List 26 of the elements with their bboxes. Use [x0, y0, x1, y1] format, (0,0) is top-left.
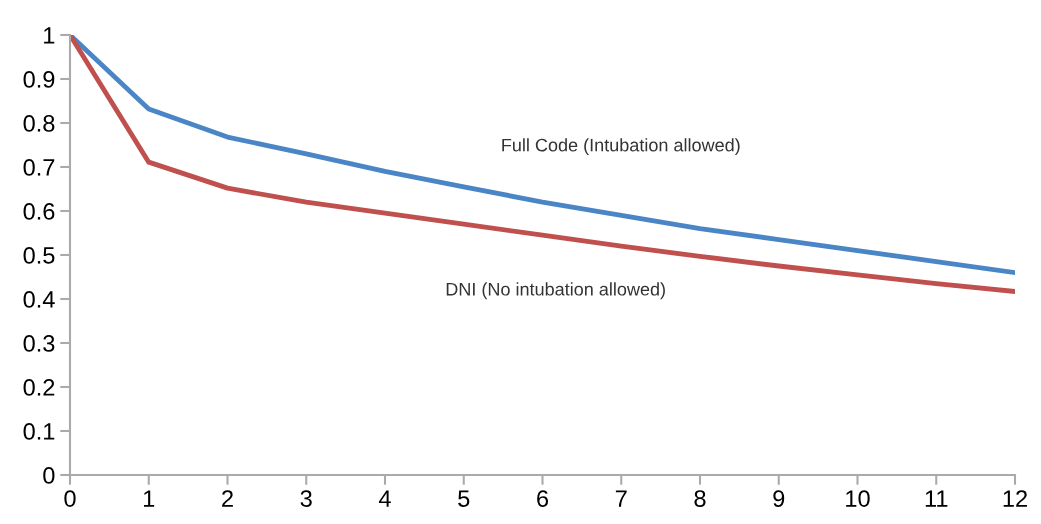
x-tick-label: 0 — [64, 490, 76, 507]
x-tick-label: 7 — [615, 490, 627, 507]
x-tick-label: 6 — [537, 490, 549, 507]
x-tick-label: 1 — [143, 490, 155, 507]
series-label: DNI (No intubation allowed) — [446, 282, 665, 300]
y-tick-label: 0.1 — [23, 423, 55, 440]
x-tick-label: 9 — [773, 490, 785, 507]
y-tick-label: 0.5 — [23, 247, 55, 264]
y-tick-label: 0 — [43, 467, 55, 484]
y-tick-label: 0.6 — [23, 203, 55, 220]
y-tick-label: 0.2 — [23, 379, 55, 396]
y-tick-label: 0.3 — [23, 335, 55, 352]
x-tick-label: 12 — [1003, 490, 1027, 507]
x-tick-label: 4 — [378, 490, 391, 507]
text: Full Code (Intubation allowed) — [502, 138, 740, 156]
x-tick-label: 8 — [694, 490, 706, 507]
y-tick-label: 0.7 — [23, 159, 55, 176]
x-tick-label: 3 — [300, 490, 312, 507]
x-tick-label: 2 — [222, 490, 233, 507]
x-tick-label: 10 — [846, 490, 870, 507]
y-tick-label: 0.9 — [23, 71, 55, 88]
x-tick-label: 5 — [458, 490, 470, 507]
y-tick-label: 1 — [44, 27, 55, 44]
y-tick-label: 0.4 — [23, 291, 55, 308]
y-tick-label: 0.8 — [23, 115, 55, 132]
x-tick-label: 11 — [925, 490, 948, 507]
